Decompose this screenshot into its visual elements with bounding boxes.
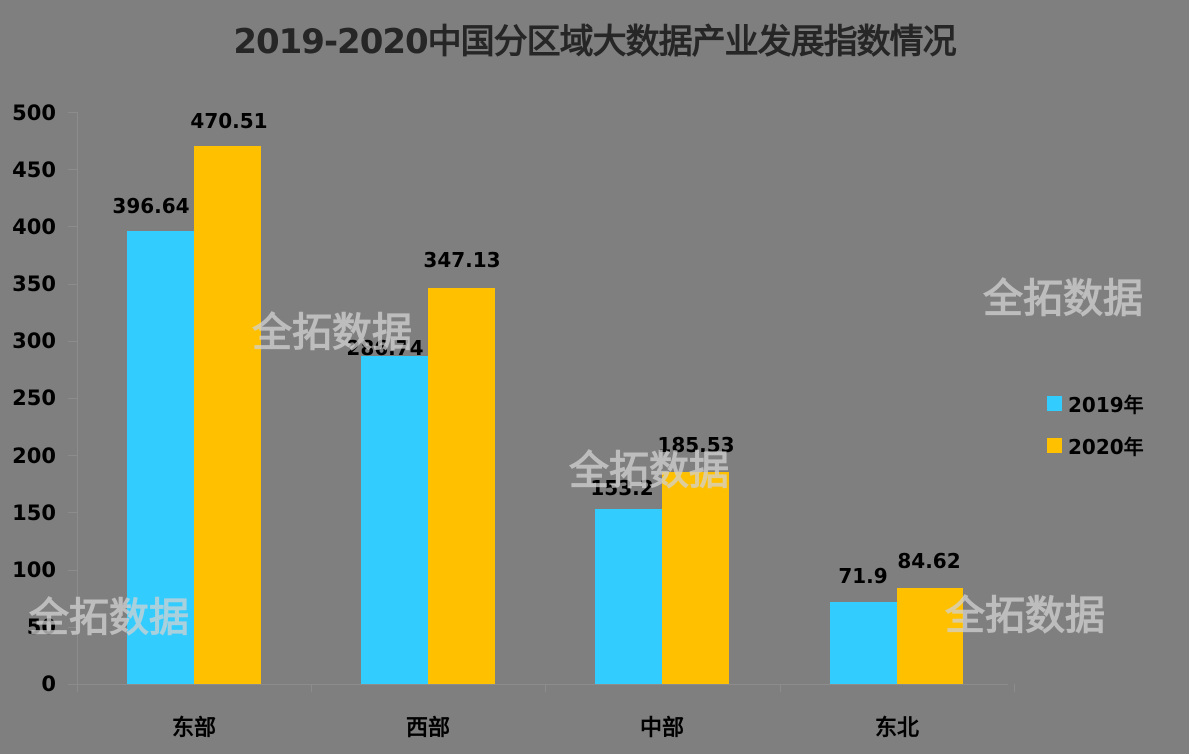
value-label: 185.53 xyxy=(657,433,735,457)
bar-2019-east xyxy=(127,231,194,684)
y-tick: 100 xyxy=(12,558,56,582)
y-tick: 350 xyxy=(12,272,56,296)
y-tick: 150 xyxy=(12,501,56,525)
watermark: 全拓数据 xyxy=(252,310,412,356)
y-tick: 450 xyxy=(12,158,56,182)
value-label: 347.13 xyxy=(423,248,501,272)
y-tick: 500 xyxy=(12,101,56,125)
value-label: 153.2 xyxy=(590,476,654,500)
value-label: 286.74 xyxy=(346,336,424,360)
y-tick-mark xyxy=(68,341,78,342)
y-tick-mark xyxy=(68,627,78,628)
y-tick-mark xyxy=(68,398,78,399)
legend-label: 2019年 xyxy=(1068,393,1144,417)
y-tick-mark xyxy=(68,455,78,456)
x-label-west: 西部 xyxy=(405,716,450,741)
y-tick: 200 xyxy=(12,444,56,468)
value-label: 71.9 xyxy=(838,564,888,588)
y-tick-mark xyxy=(68,169,78,170)
watermark: 全拓数据 xyxy=(945,593,1105,639)
y-tick-mark xyxy=(68,226,78,227)
x-label-northeast: 东北 xyxy=(874,716,919,741)
watermark: 全拓数据 xyxy=(569,448,729,494)
value-label: 84.62 xyxy=(897,549,961,573)
y-tick-mark xyxy=(68,512,78,513)
x-tick-mark xyxy=(545,684,546,692)
bar-2020-central xyxy=(662,472,729,684)
x-tick-mark xyxy=(1014,684,1015,692)
x-tick-mark xyxy=(780,684,781,692)
chart-title: 2019-2020中国分区域大数据产业发展指数情况 xyxy=(233,22,956,62)
y-tick: 300 xyxy=(12,329,56,353)
y-tick-mark xyxy=(68,284,78,285)
legend-item-2020: 2020年 xyxy=(1047,431,1144,460)
legend-swatch-icon xyxy=(1047,396,1062,411)
y-tick-mark xyxy=(68,112,78,113)
y-tick-mark xyxy=(68,570,78,571)
legend-item-2019: 2019年 xyxy=(1047,389,1144,418)
x-tick-mark xyxy=(311,684,312,692)
y-tick: 400 xyxy=(12,215,56,239)
bar-2020-east xyxy=(194,146,261,684)
value-label: 396.64 xyxy=(112,194,190,218)
legend-label: 2020年 xyxy=(1068,435,1144,459)
x-label-east: 东部 xyxy=(171,716,216,741)
bar-2019-west xyxy=(361,356,428,684)
x-axis-line xyxy=(68,684,1008,685)
bar-2020-northeast xyxy=(897,588,963,684)
y-axis-line xyxy=(77,112,78,692)
watermark: 全拓数据 xyxy=(29,595,189,641)
bar-2019-central xyxy=(595,509,662,684)
y-tick: 0 xyxy=(41,672,56,696)
legend-swatch-icon xyxy=(1047,438,1062,453)
y-tick: 50 xyxy=(26,615,56,639)
watermark: 全拓数据 xyxy=(983,276,1143,322)
x-label-central: 中部 xyxy=(639,716,684,741)
value-label: 470.51 xyxy=(190,109,268,133)
y-tick: 250 xyxy=(12,386,56,410)
bar-2020-west xyxy=(428,288,495,684)
bar-2019-northeast xyxy=(830,602,897,684)
